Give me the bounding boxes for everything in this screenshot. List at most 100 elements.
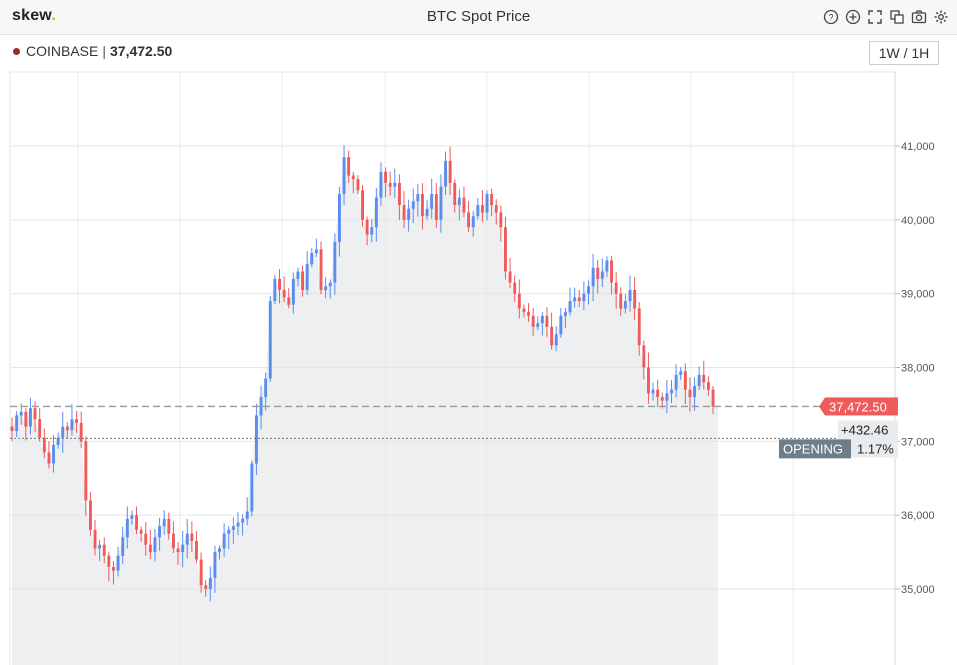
candle-body	[564, 312, 567, 316]
candle-body	[711, 389, 715, 407]
candle-body	[568, 301, 572, 313]
candle-body	[462, 197, 466, 213]
candle-body	[361, 190, 364, 220]
candle-body	[453, 182, 457, 205]
candle-body	[222, 533, 226, 549]
candle-body	[365, 219, 369, 235]
candle-body	[199, 559, 203, 586]
candle-body	[356, 179, 360, 191]
candle-body	[416, 194, 420, 202]
candle-body	[181, 544, 185, 553]
y-tick-label: 41,000	[901, 141, 935, 153]
candle-body	[540, 315, 544, 324]
candle-body	[135, 515, 138, 530]
change-percent-overlay: 1.17%	[857, 441, 894, 456]
candle-body	[75, 419, 78, 423]
title-bar: skew. BTC Spot Price ?	[0, 0, 957, 35]
candle-body	[351, 175, 355, 180]
candle-body	[250, 463, 254, 512]
candle-body	[614, 282, 618, 294]
candle-body	[98, 544, 102, 549]
help-icon[interactable]: ?	[823, 9, 839, 25]
legend-price: 37,472.50	[110, 43, 173, 59]
candle-body	[33, 408, 37, 420]
last-price-label-arrow	[819, 397, 825, 416]
candle-body	[411, 201, 415, 209]
candle-body	[660, 397, 664, 401]
candle-body	[670, 389, 673, 394]
candle-body	[10, 426, 14, 431]
candle-body	[610, 260, 613, 283]
candle-body	[139, 529, 143, 534]
opening-label: OPENING	[783, 441, 843, 456]
candle-body	[421, 194, 424, 217]
candle-body	[522, 308, 526, 313]
camera-icon[interactable]	[911, 9, 927, 25]
candle-body	[116, 555, 120, 571]
settings-icon[interactable]	[933, 9, 949, 25]
candle-body	[19, 411, 23, 416]
candle-body	[158, 526, 161, 538]
candle-body	[47, 452, 51, 464]
candle-body	[153, 537, 157, 553]
candle-body	[130, 515, 134, 519]
candle-body	[508, 271, 512, 283]
candle-body	[144, 533, 148, 545]
candle-body	[605, 260, 609, 272]
candle-body	[190, 533, 194, 541]
candle-body	[319, 249, 323, 290]
legend-exchange: COINBASE	[26, 43, 99, 59]
candle-body	[52, 445, 55, 464]
candle-body	[637, 308, 641, 346]
candle-body	[282, 290, 286, 298]
candlestick-chart: 35,000 36,000 37,000 38,000 39,000 40,000 41,0…	[9, 71, 935, 665]
candle-body	[347, 157, 351, 176]
candle-body	[674, 374, 678, 390]
candle-body	[393, 182, 397, 187]
chart-title: BTC Spot Price	[426, 8, 531, 25]
candle-body	[619, 293, 623, 309]
candle-body	[167, 518, 171, 534]
candle-body	[324, 286, 328, 290]
opening-label-bg	[779, 439, 851, 459]
candle-body	[148, 544, 152, 553]
candle-body	[476, 205, 480, 217]
candle-body	[517, 293, 521, 309]
candle-body	[513, 282, 517, 294]
skew-logo: skew.	[12, 7, 57, 24]
candles-group	[10, 145, 715, 602]
legend-separator: |	[102, 43, 106, 59]
add-icon[interactable]	[845, 9, 861, 25]
candle-body	[38, 419, 42, 438]
candle-body	[471, 216, 475, 228]
candle-body	[89, 500, 92, 530]
candle-body	[231, 526, 235, 530]
candle-body	[338, 194, 341, 242]
candle-body	[236, 522, 240, 527]
candle-body	[550, 326, 554, 346]
candle-body	[93, 529, 97, 549]
candle-body	[444, 160, 447, 187]
candle-body	[688, 389, 692, 397]
candle-body	[384, 171, 387, 183]
candle-body	[370, 227, 374, 235]
candle-body	[301, 271, 304, 290]
candle-body	[623, 301, 627, 309]
fullscreen-icon[interactable]	[867, 9, 883, 25]
chart-legend: COINBASE | 37,472.50	[13, 43, 172, 59]
y-tick-label: 37,000	[901, 436, 935, 448]
candle-body	[707, 382, 710, 390]
candle-body	[499, 212, 503, 228]
duplicate-icon[interactable]	[889, 9, 905, 25]
candle-body	[467, 212, 470, 228]
candle-body	[434, 194, 438, 220]
candle-body	[647, 367, 650, 394]
candle-body	[172, 533, 175, 549]
candle-body	[24, 411, 28, 427]
candle-body	[591, 267, 595, 287]
candle-body	[79, 422, 83, 442]
timeframe-button[interactable]: 1W / 1H	[869, 41, 939, 65]
candle-body	[15, 415, 19, 431]
candle-body	[65, 426, 69, 431]
candle-body	[651, 389, 655, 394]
